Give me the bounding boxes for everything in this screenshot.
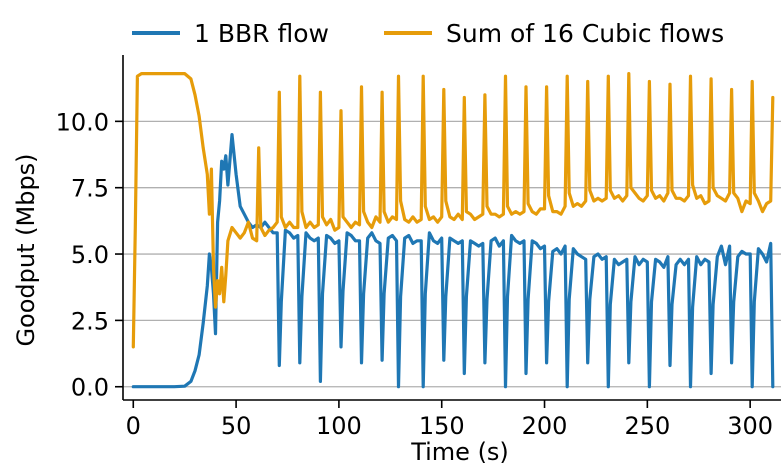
legend: 1 BBR flow Sum of 16 Cubic flows bbox=[132, 19, 724, 48]
y-axis-ticks: 0.0 2.5 5.0 7.5 10.0 bbox=[56, 108, 123, 402]
axes bbox=[122, 55, 781, 401]
x-tick-label: 100 bbox=[316, 412, 362, 440]
x-axis-ticks: 0 50 100 150 200 250 300 bbox=[126, 400, 773, 440]
y-tick-label: 10.0 bbox=[56, 108, 109, 136]
plot-area bbox=[131, 71, 775, 389]
x-tick-label: 250 bbox=[624, 412, 670, 440]
x-axis-label: Time (s) bbox=[410, 438, 509, 466]
y-tick-label: 5.0 bbox=[71, 241, 109, 269]
y-tick-label: 7.5 bbox=[71, 175, 109, 203]
y-tick-label: 2.5 bbox=[71, 307, 109, 335]
y-axis-label: Goodput (Mbps) bbox=[12, 153, 40, 346]
series-line-cubic bbox=[131, 71, 775, 349]
x-tick-label: 0 bbox=[126, 412, 141, 440]
y-tick-label: 0.0 bbox=[71, 374, 109, 402]
x-tick-label: 50 bbox=[221, 412, 252, 440]
legend-label-bbr: 1 BBR flow bbox=[194, 19, 329, 48]
series-line-bbr bbox=[131, 133, 775, 389]
legend-label-cubic: Sum of 16 Cubic flows bbox=[446, 19, 724, 48]
x-tick-label: 300 bbox=[727, 412, 773, 440]
x-tick-label: 150 bbox=[419, 412, 465, 440]
x-tick-label: 200 bbox=[522, 412, 568, 440]
